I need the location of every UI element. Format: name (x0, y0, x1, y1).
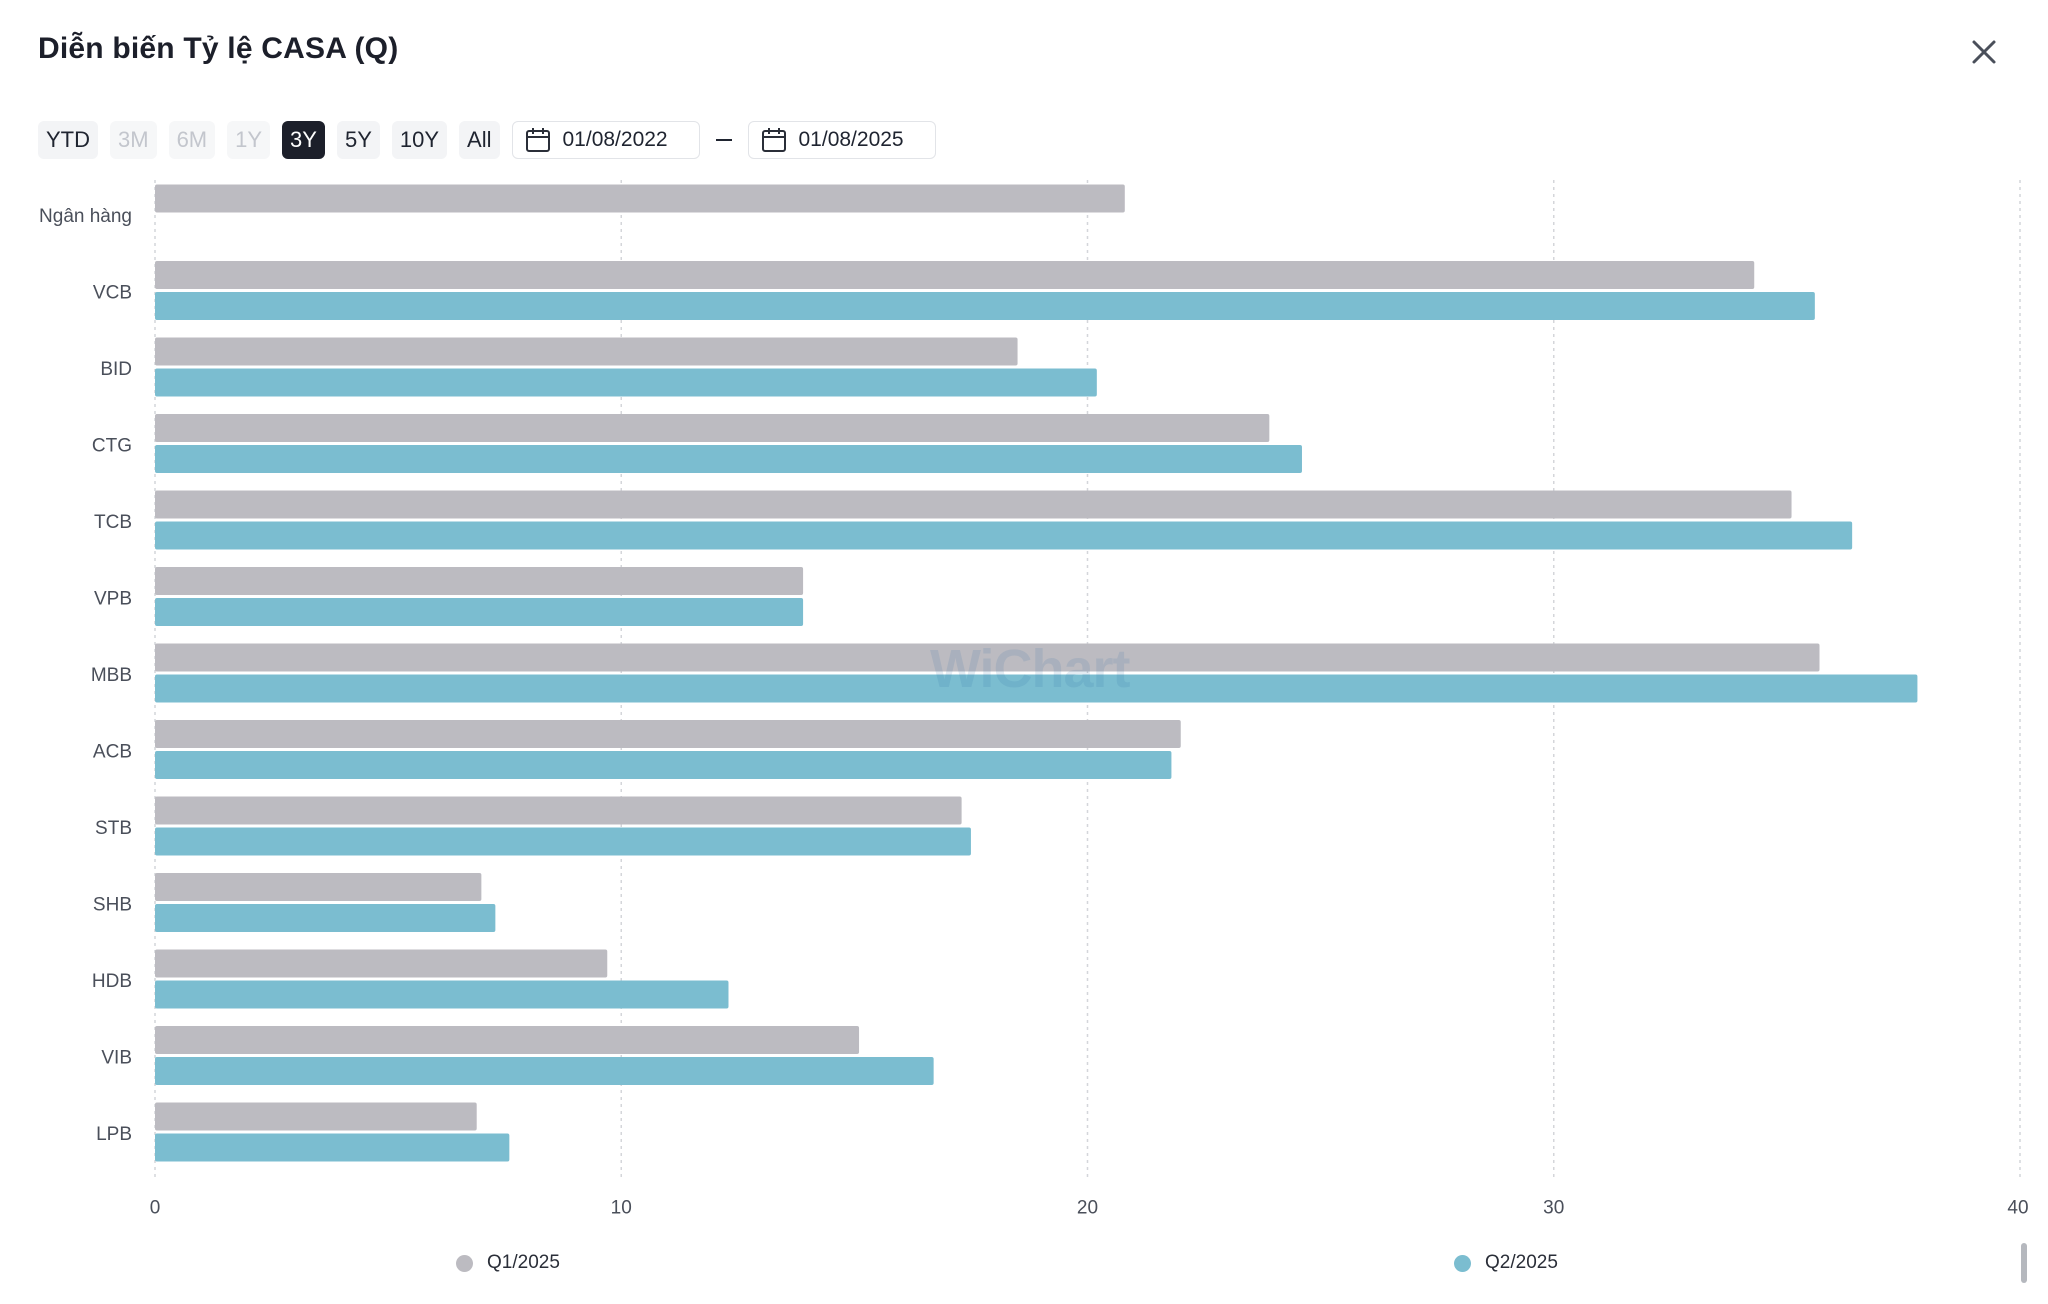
range-button-1y[interactable]: 1Y (227, 121, 271, 159)
bar-q2 (155, 598, 804, 626)
bar-q2 (155, 751, 1172, 779)
y-category-label: ACB (93, 742, 132, 763)
legend-item-q1[interactable]: Q1/2025 (456, 1252, 560, 1274)
bar-q1 (155, 796, 962, 825)
time-range-toolbar: YTD 3M 6M 1Y 3Y 5Y 10Y All 01/08/2022 01… (38, 120, 936, 160)
range-button-6m[interactable]: 6M (168, 121, 216, 159)
calendar-icon (525, 128, 550, 152)
bar-q2 (155, 521, 1853, 550)
y-category-label: LPB (96, 1124, 132, 1145)
date-range-separator (715, 139, 732, 141)
scrollbar-thumb[interactable] (2021, 1243, 2027, 1283)
range-button-10y[interactable]: 10Y (391, 121, 448, 159)
y-category-label: Ngân hàng (39, 206, 132, 227)
end-date-input[interactable]: 01/08/2025 (747, 121, 936, 159)
y-category-label: BID (100, 359, 132, 380)
bar-q1 (155, 490, 1792, 519)
range-button-3y[interactable]: 3Y (282, 121, 325, 159)
legend-label-q2: Q2/2025 (1485, 1252, 1558, 1273)
bar-q1 (155, 873, 482, 901)
end-date-value: 01/08/2025 (798, 128, 904, 151)
bar-q2 (155, 292, 1815, 320)
x-tick-label: 0 (150, 1197, 161, 1218)
bar-q1 (155, 414, 1270, 442)
legend-dot-q2 (1454, 1254, 1471, 1272)
calendar-icon (761, 128, 786, 152)
y-category-label: HDB (92, 971, 132, 992)
range-button-all[interactable]: All (459, 121, 500, 159)
chart-modal-header: Diễn biến Tỷ lệ CASA (Q) (0, 0, 2048, 100)
y-category-label: TCB (94, 512, 132, 533)
legend-dot-q1 (456, 1254, 473, 1272)
bar-q1 (155, 949, 608, 978)
y-category-label: MBB (91, 665, 132, 686)
bar-q2 (155, 904, 496, 932)
bar-q1 (155, 261, 1755, 289)
bar-q2 (155, 980, 729, 1009)
y-category-label: SHB (93, 895, 132, 916)
bar-q1 (155, 184, 1125, 213)
close-icon (1972, 40, 1996, 64)
range-button-ytd[interactable]: YTD (38, 121, 98, 159)
bar-q2 (155, 368, 1097, 397)
page-title: Diễn biến Tỷ lệ CASA (Q) (38, 32, 399, 65)
range-button-5y[interactable]: 5Y (336, 121, 380, 159)
bar-q1 (155, 1026, 860, 1054)
range-button-3m[interactable]: 3M (110, 121, 157, 159)
x-tick-label: 20 (1077, 1197, 1098, 1218)
bar-q2 (155, 1057, 934, 1085)
bar-q1 (155, 337, 1018, 366)
close-button[interactable] (1966, 34, 2002, 70)
x-tick-label: 40 (2007, 1197, 2028, 1218)
bar-q1 (155, 1102, 477, 1131)
x-tick-label: 10 (611, 1197, 632, 1218)
x-tick-label: 30 (1543, 1197, 1564, 1218)
y-category-label: CTG (92, 436, 132, 457)
bar-q2 (155, 445, 1302, 473)
bar-q1 (155, 567, 804, 595)
y-category-label: STB (95, 818, 132, 839)
bar-q2 (155, 674, 1918, 703)
start-date-value: 01/08/2022 (562, 128, 668, 151)
y-category-label: VIB (101, 1048, 132, 1069)
bar-q1 (155, 720, 1181, 748)
bar-q1 (155, 643, 1820, 672)
bar-q2 (155, 827, 971, 856)
bar-q2 (155, 1133, 510, 1162)
legend-item-q2[interactable]: Q2/2025 (1454, 1252, 1558, 1274)
watermark-logo: WiChart (930, 639, 1131, 699)
y-category-label: VPB (94, 589, 132, 610)
start-date-input[interactable]: 01/08/2022 (511, 121, 700, 159)
y-category-label: VCB (93, 283, 132, 304)
legend-label-q1: Q1/2025 (487, 1252, 560, 1273)
